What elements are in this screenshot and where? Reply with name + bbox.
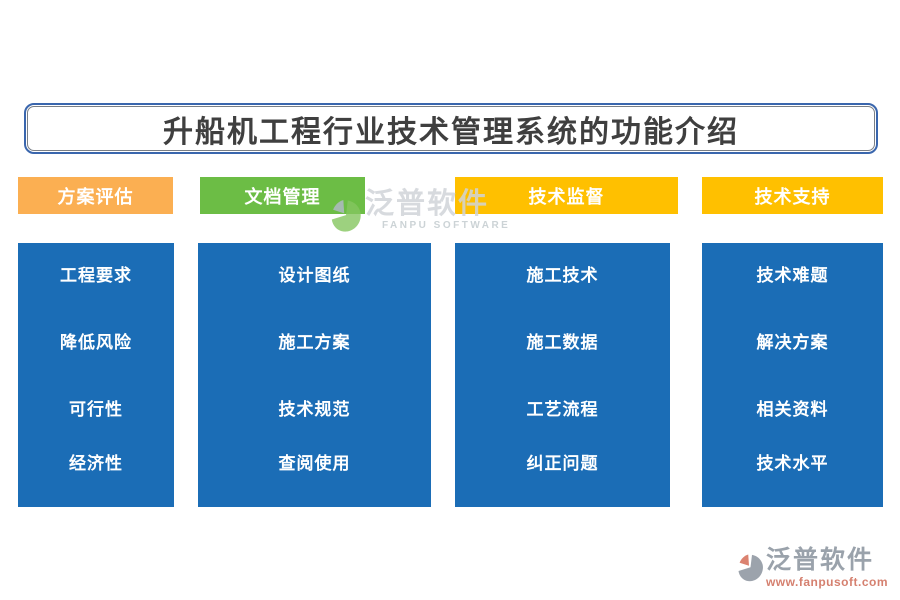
- item-box-technical-support: 技术难题 解决方案 相关资料 技术水平: [702, 243, 883, 507]
- item-box-document-management: 设计图纸 施工方案 技术规范 查阅使用: [198, 243, 431, 507]
- function-item: 工程要求: [60, 266, 132, 285]
- item-box-technical-supervision: 施工技术 施工数据 工艺流程 纠正问题: [455, 243, 670, 507]
- function-item: 设计图纸: [278, 266, 351, 285]
- watermark-brand-en: FANPU SOFTWARE: [382, 220, 511, 231]
- footer-texts: 泛普软件 www.fanpusoft.com: [765, 547, 888, 590]
- page-title: 升船机工程行业技术管理系统的功能介绍: [163, 115, 739, 149]
- function-item: 查阅使用: [278, 454, 351, 473]
- function-item: 施工技术: [526, 266, 599, 285]
- footer-logo: 泛普软件 www.fanpusoft.com: [737, 548, 888, 589]
- footer-url: www.fanpusoft.com: [765, 575, 888, 589]
- function-item: 工艺流程: [526, 400, 599, 419]
- function-item: 纠正问题: [526, 454, 599, 473]
- function-item: 解决方案: [756, 333, 829, 352]
- column-header-document-management: 文档管理: [200, 177, 365, 214]
- item-box-plan-evaluation: 工程要求 降低风险 可行性 经济性: [18, 243, 174, 507]
- column-header-plan-evaluation: 方案评估: [18, 177, 173, 214]
- function-item: 施工数据: [526, 333, 599, 352]
- function-item: 技术难题: [756, 266, 829, 285]
- column-header-technical-supervision: 技术监督: [455, 177, 678, 214]
- function-item: 施工方案: [278, 333, 351, 352]
- function-item: 相关资料: [756, 400, 829, 419]
- title-banner: 升船机工程行业技术管理系统的功能介绍: [24, 103, 878, 154]
- function-item: 技术规范: [278, 400, 351, 419]
- function-item: 降低风险: [60, 333, 132, 352]
- function-item: 经济性: [69, 454, 123, 473]
- column-header-technical-support: 技术支持: [702, 177, 883, 214]
- footer-brand: 泛普软件: [765, 547, 874, 574]
- function-item: 可行性: [69, 400, 123, 419]
- function-item: 技术水平: [756, 454, 829, 473]
- fanpu-logo-icon: [738, 554, 763, 582]
